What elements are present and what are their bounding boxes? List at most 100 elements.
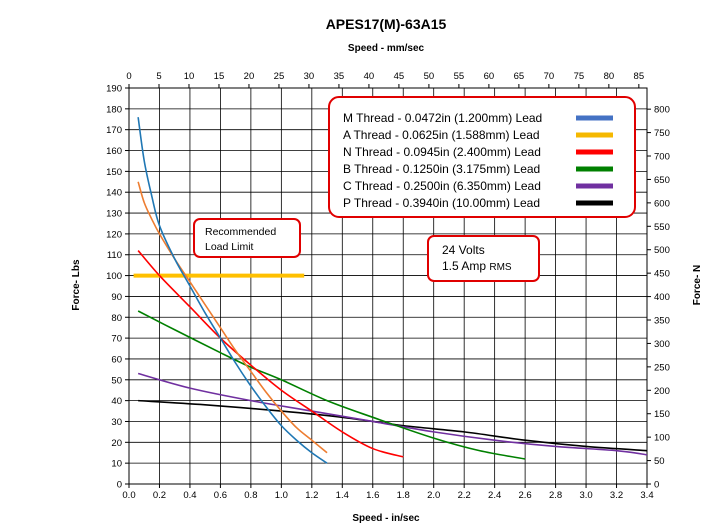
right-tick-label: 50 [654,456,665,467]
top-tick-label: 35 [334,71,345,82]
right-tick-label: 650 [654,175,670,186]
series-line [138,399,648,452]
right-tick-label: 250 [654,362,670,373]
right-tick-label: 750 [654,128,670,139]
y-tick-label: 40 [111,396,122,407]
y-tick-label: 140 [106,188,122,199]
x-tick-label: 0.4 [183,490,196,501]
right-axis-label: Force- N [692,265,703,306]
x-tick-label: 2.4 [488,490,501,501]
x-tick-label: 3.2 [610,490,623,501]
x-tick-label: 2.6 [519,490,532,501]
x-tick-label: 1.4 [336,490,349,501]
right-tick-label: 200 [654,386,670,397]
drive-annotation-box [427,235,540,282]
legend-entry-label: P Thread - 0.3940in (10.00mm) Lead [343,196,540,210]
recommended-limit-label-line2: Load Limit [205,241,254,253]
y-tick-label: 120 [106,229,122,240]
top-tick-label: 30 [304,71,315,82]
series-line [137,310,526,460]
recommended-limit-box [193,218,301,258]
left-axis-label: Force- Lbs [71,259,82,311]
y-tick-label: 60 [111,354,122,365]
legend-entry-label: B Thread - 0.1250in (3.175mm) Lead [343,162,540,176]
drive-current-text: 1.5 Amp RMS [442,259,512,273]
top-tick-label: 60 [484,71,495,82]
x-tick-label: 2.2 [458,490,471,501]
y-tick-label: 100 [106,271,122,282]
x-tick-label: 1.6 [366,490,379,501]
y-tick-label: 180 [106,104,122,115]
y-tick-label: 20 [111,438,122,449]
right-tick-label: 150 [654,409,670,420]
series-line [137,372,648,456]
series-line [137,250,404,458]
top-tick-label: 0 [126,71,131,82]
y-tick-label: 110 [107,250,122,261]
x-tick-label: 3.0 [579,490,592,501]
top-tick-label: 10 [184,71,195,82]
legend-entry-label: N Thread - 0.0945in (2.400mm) Lead [343,145,541,159]
top-tick-label: 80 [604,71,615,82]
top-tick-label: 55 [454,71,465,82]
right-tick-label: 600 [654,198,670,209]
drive-current-value: 1.5 Amp [442,259,489,273]
x-tick-label: 3.4 [640,490,653,501]
y-tick-label: 10 [111,459,122,470]
y-tick-label: 30 [111,417,122,428]
y-tick-label: 90 [111,292,122,303]
right-tick-label: 400 [654,292,670,303]
y-tick-label: 150 [106,167,122,178]
y-tick-label: 170 [106,125,122,136]
right-tick-label: 550 [654,222,670,233]
drive-annotation: 24 Volts 1.5 Amp RMS [427,235,540,282]
top-tick-label: 5 [156,71,161,82]
drive-voltage-text: 24 Volts [442,243,485,257]
y-tick-label: 50 [111,375,122,386]
series-line [137,117,328,464]
top-tick-label: 85 [634,71,645,82]
right-tick-label: 0 [654,480,659,491]
legend: M Thread - 0.0472in (1.200mm) Lead A Thre… [328,96,636,218]
legend-entry-label: A Thread - 0.0625in (1.588mm) Lead [343,128,540,142]
y-tick-label: 80 [111,313,122,324]
x-tick-label: 2.8 [549,490,562,501]
right-tick-label: 500 [654,245,670,256]
top-tick-label: 40 [364,71,375,82]
recommended-limit-callout: Recommended Load Limit [193,218,301,258]
x-tick-label: 2.0 [427,490,440,501]
y-tick-label: 160 [106,146,122,157]
top-tick-label: 75 [574,71,585,82]
top-tick-label: 15 [214,71,225,82]
right-tick-label: 800 [654,105,670,116]
top-tick-label: 25 [274,71,285,82]
x-tick-label: 0.2 [153,490,166,501]
axes: 0.0 0.2 0.4 0.6 0.8 1.0 1.2 1.4 1.6 1.8 2.0 2.2 2.4 2… [106,71,670,501]
x-tick-label: 1.2 [305,490,318,501]
legend-box [328,96,636,218]
series-lines [137,117,648,464]
legend-entry-label: M Thread - 0.0472in (1.200mm) Lead [343,111,542,125]
right-tick-label: 100 [654,433,670,444]
top-axis-label: Speed - mm/sec [348,43,425,54]
x-tick-label: 0.6 [214,490,227,501]
y-tick-label: 130 [106,209,122,220]
legend-entry-label: C Thread - 0.2500in (6.350mm) Lead [343,179,541,193]
x-tick-label: 0.8 [244,490,257,501]
right-tick-label: 300 [654,339,670,350]
drive-current-unit: RMS [489,262,512,273]
y-tick-label: 0 [117,480,122,491]
right-tick-label: 350 [654,316,670,327]
bottom-axis-label: Speed - in/sec [352,513,420,524]
recommended-limit-label-line1: Recommended [205,226,276,238]
right-tick-label: 700 [654,152,670,163]
x-tick-label: 1.8 [397,490,410,501]
top-tick-label: 65 [514,71,525,82]
top-tick-label: 45 [394,71,405,82]
plot-border [128,87,648,485]
series-line [137,181,328,454]
x-tick-label: 1.0 [275,490,288,501]
top-tick-label: 70 [544,71,555,82]
right-tick-label: 450 [654,269,670,280]
